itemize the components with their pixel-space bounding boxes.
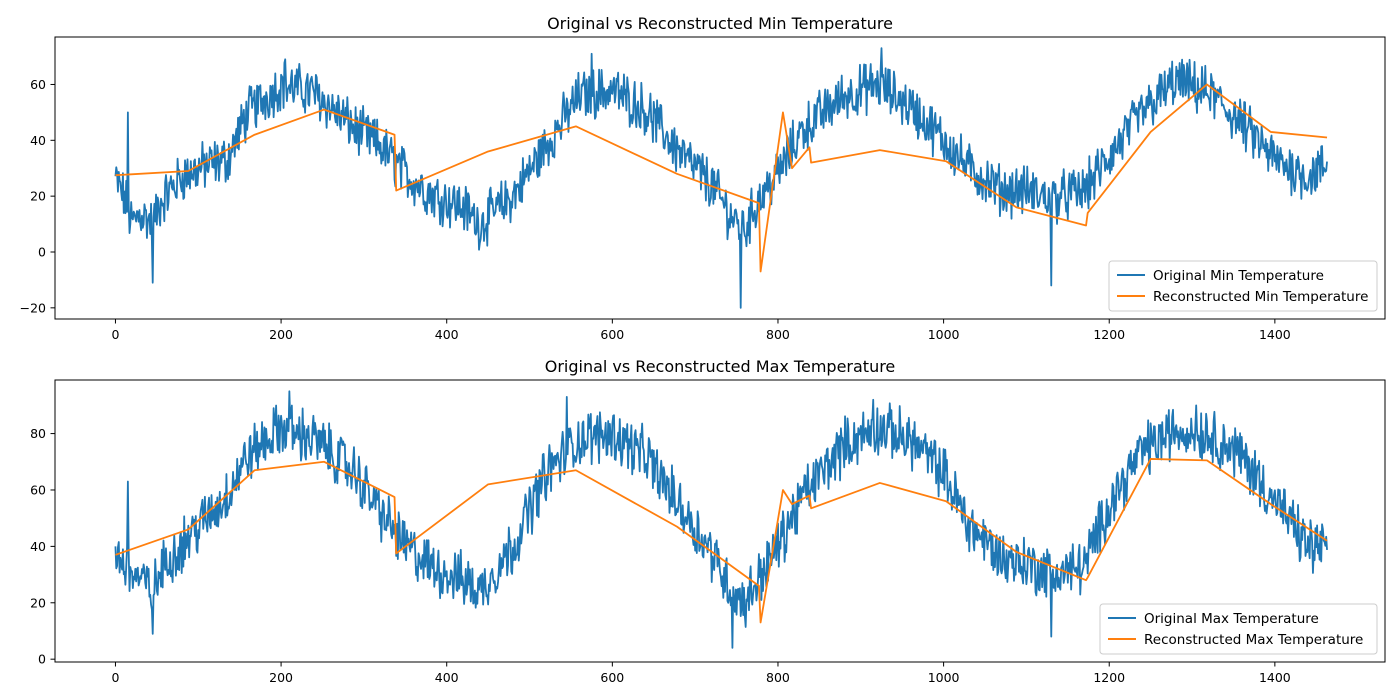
x-tick-label: 400 bbox=[435, 327, 459, 342]
axes-frame bbox=[54, 36, 1386, 320]
x-tick-label: 800 bbox=[766, 670, 790, 685]
legend: Original Max Temperature Reconstructed M… bbox=[1099, 603, 1378, 655]
legend-label-reconstructed: Reconstructed Max Temperature bbox=[1144, 632, 1363, 648]
y-tick-label: 40 bbox=[30, 539, 46, 554]
x-tick-label: 1200 bbox=[1093, 670, 1125, 685]
y-tick-label: 20 bbox=[30, 595, 46, 610]
y-tick-label: 60 bbox=[30, 482, 46, 497]
x-tick-label: 600 bbox=[600, 670, 624, 685]
series-line-reconstructed bbox=[115, 83, 1328, 273]
max-temperature-chart: Original vs Reconstructed Max Temperatur… bbox=[30, 357, 1386, 685]
y-tick-label: 0 bbox=[38, 652, 46, 667]
legend-label-reconstructed: Reconstructed Min Temperature bbox=[1153, 289, 1368, 305]
axes-frame bbox=[54, 379, 1386, 663]
legend-label-original: Original Min Temperature bbox=[1153, 268, 1324, 284]
x-tick-label: 400 bbox=[435, 670, 459, 685]
x-tick-label: 1000 bbox=[928, 670, 960, 685]
chart-title: Original vs Reconstructed Min Temperatur… bbox=[547, 14, 893, 33]
legend-label-original: Original Max Temperature bbox=[1144, 611, 1319, 627]
x-tick-label: 1200 bbox=[1093, 327, 1125, 342]
x-tick-label: 1400 bbox=[1259, 327, 1291, 342]
series-line-original bbox=[114, 390, 1328, 649]
y-tick-label: 20 bbox=[30, 189, 46, 204]
x-tick-label: 0 bbox=[111, 670, 119, 685]
y-tick-label: 60 bbox=[30, 77, 46, 92]
y-tick-label: 40 bbox=[30, 133, 46, 148]
x-tick-label: 800 bbox=[766, 327, 790, 342]
chart-title: Original vs Reconstructed Max Temperatur… bbox=[545, 357, 896, 376]
series-line-reconstructed bbox=[115, 458, 1328, 624]
y-tick-label: 0 bbox=[38, 244, 46, 259]
x-tick-label: 1000 bbox=[928, 327, 960, 342]
y-tick-label: 80 bbox=[30, 426, 46, 441]
x-tick-label: 200 bbox=[269, 670, 293, 685]
x-tick-label: 200 bbox=[269, 327, 293, 342]
x-tick-label: 600 bbox=[600, 327, 624, 342]
series-line-original bbox=[114, 47, 1328, 309]
x-tick-label: 0 bbox=[111, 327, 119, 342]
x-tick-label: 1400 bbox=[1259, 670, 1291, 685]
min-temperature-chart: Original vs Reconstructed Min Temperatur… bbox=[20, 14, 1386, 342]
legend-box bbox=[1108, 260, 1378, 312]
legend-box bbox=[1099, 603, 1378, 655]
y-tick-label: −20 bbox=[20, 300, 46, 315]
legend: Original Min Temperature Reconstructed M… bbox=[1108, 260, 1378, 312]
